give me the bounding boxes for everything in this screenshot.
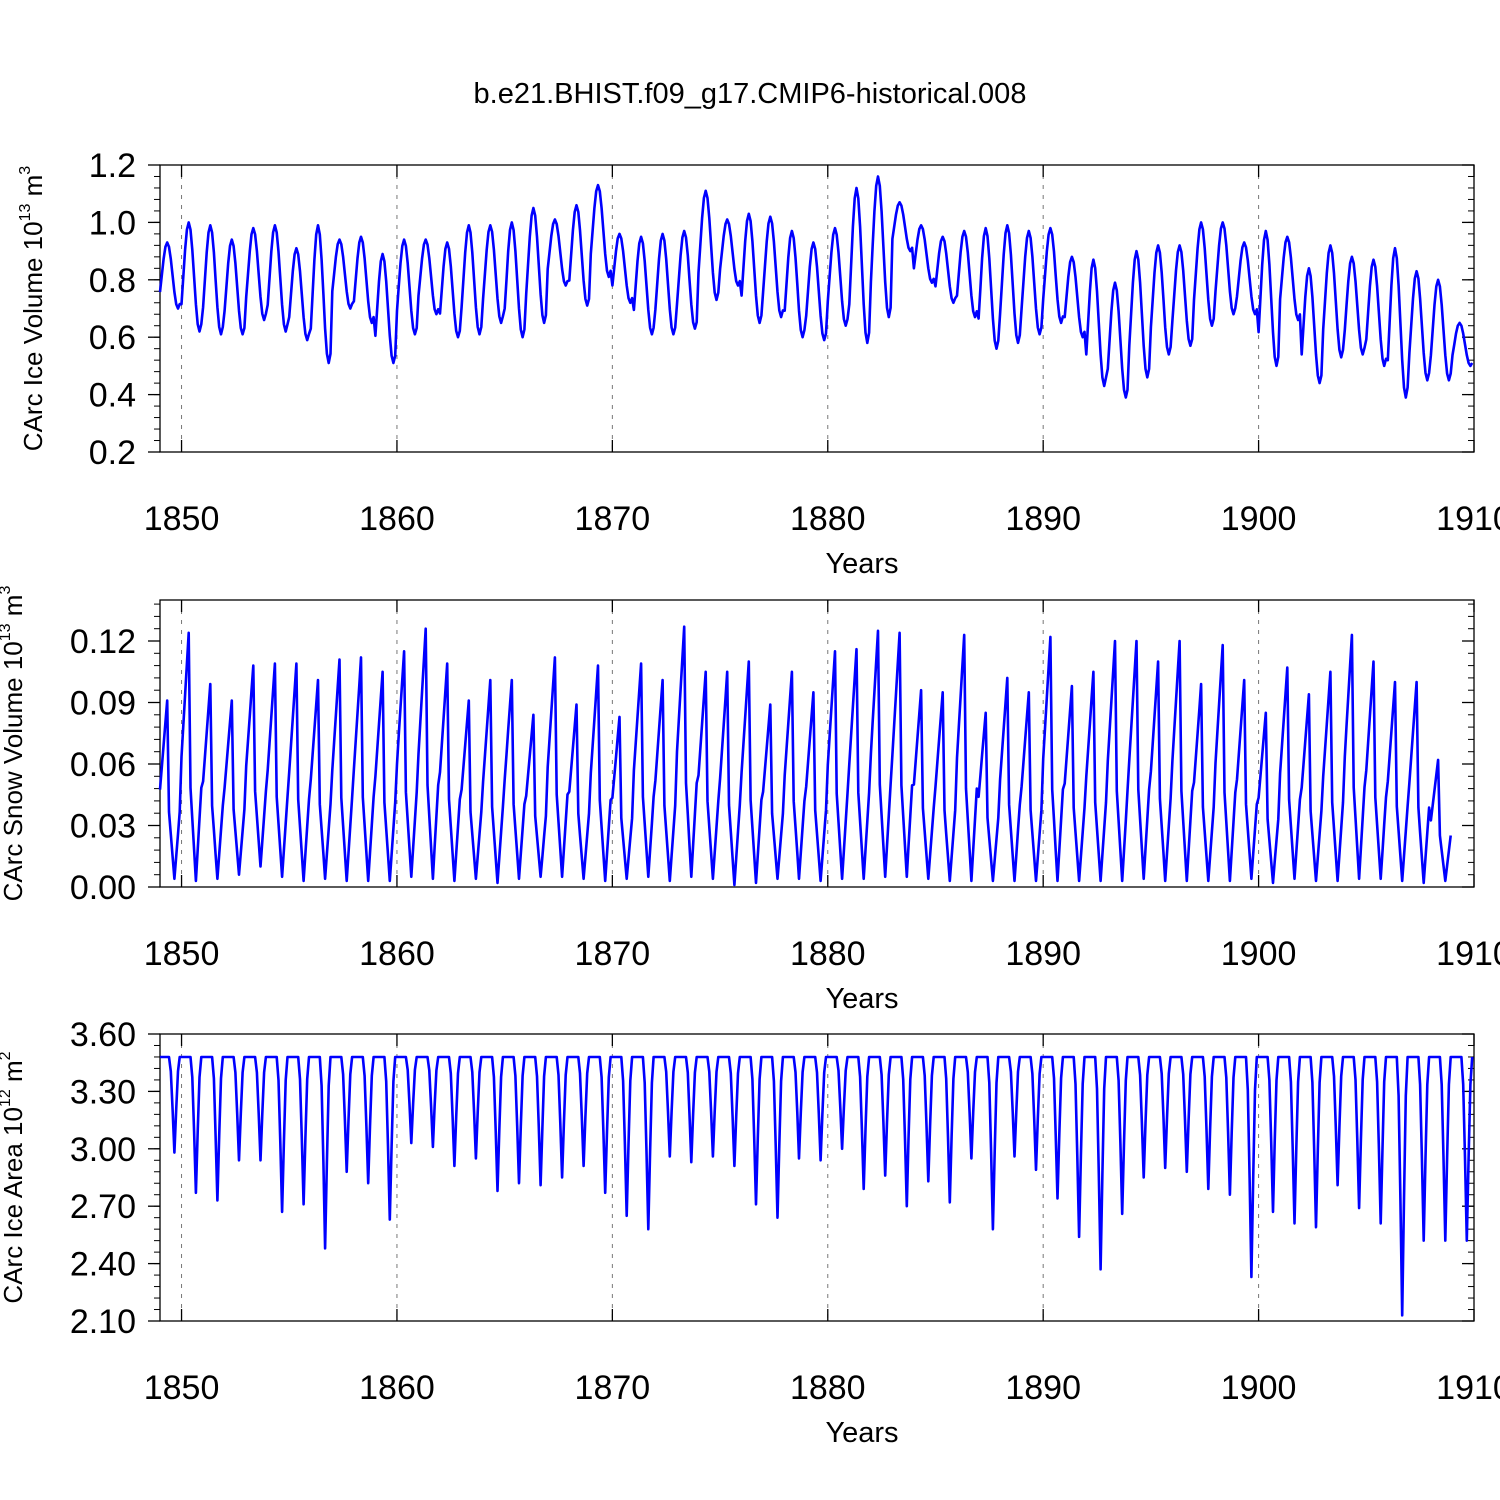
x-tick-label: 1890 <box>1005 500 1081 538</box>
x-tick-label: 1870 <box>575 1369 651 1407</box>
ice-volume-series-line <box>158 175 1474 399</box>
y-tick-label: 3.60 <box>70 1016 136 1054</box>
y-tick-label: 0.2 <box>89 434 136 472</box>
x-tick-label: 1850 <box>144 935 220 973</box>
y-tick-label: 0.03 <box>70 808 136 846</box>
y-tick-label: 2.10 <box>70 1303 136 1341</box>
y-tick-label: 0.00 <box>70 869 136 907</box>
y-tick-label: 0.6 <box>89 319 136 357</box>
x-tick-label: 1900 <box>1221 500 1297 538</box>
y-tick-label: 0.09 <box>70 685 136 723</box>
x-tick-label: 1860 <box>359 500 435 538</box>
plot-frame <box>159 164 1475 453</box>
x-axis-label: Years <box>825 548 898 580</box>
x-axis-label: Years <box>825 983 898 1015</box>
y-tick-label: 0.06 <box>70 746 136 784</box>
x-tick-label: 1890 <box>1005 935 1081 973</box>
x-tick-label: 1900 <box>1221 935 1297 973</box>
x-tick-label: 1860 <box>359 1369 435 1407</box>
x-tick-label: 1880 <box>790 935 866 973</box>
figure-title: b.e21.BHIST.f09_g17.CMIP6-historical.008 <box>474 78 1027 110</box>
x-tick-label: 1880 <box>790 500 866 538</box>
x-tick-label: 1850 <box>144 500 220 538</box>
y-tick-label: 1.2 <box>89 147 136 185</box>
snow-volume-series-line <box>158 625 1452 887</box>
x-tick-label: 1850 <box>144 1369 220 1407</box>
x-tick-label: 1870 <box>575 935 651 973</box>
plot-frame <box>159 1033 1475 1322</box>
y-axis-label: CArc Ice Volume 1013 m3 <box>17 166 48 451</box>
x-tick-label: 1890 <box>1005 1369 1081 1407</box>
y-axis-label: CArc Ice Area 1012 m2 <box>0 1051 28 1303</box>
y-tick-label: 2.70 <box>70 1188 136 1226</box>
x-tick-label: 1860 <box>359 935 435 973</box>
plot-frame <box>159 599 1475 888</box>
y-tick-label: 0.8 <box>89 262 136 300</box>
x-tick-label: 1880 <box>790 1369 866 1407</box>
x-tick-label: 1870 <box>575 500 651 538</box>
ice-area-series-line <box>160 1055 1474 1317</box>
x-tick-label: 1900 <box>1221 1369 1297 1407</box>
y-tick-label: 3.00 <box>70 1131 136 1169</box>
y-axis-label: CArc Snow Volume 1013 m3 <box>0 586 28 902</box>
x-axis-label: Years <box>825 1417 898 1449</box>
y-tick-label: 0.12 <box>70 623 136 661</box>
y-tick-label: 0.4 <box>89 377 136 415</box>
y-tick-label: 1.0 <box>89 204 136 242</box>
y-tick-label: 2.40 <box>70 1246 136 1284</box>
y-tick-label: 3.30 <box>70 1073 136 1111</box>
